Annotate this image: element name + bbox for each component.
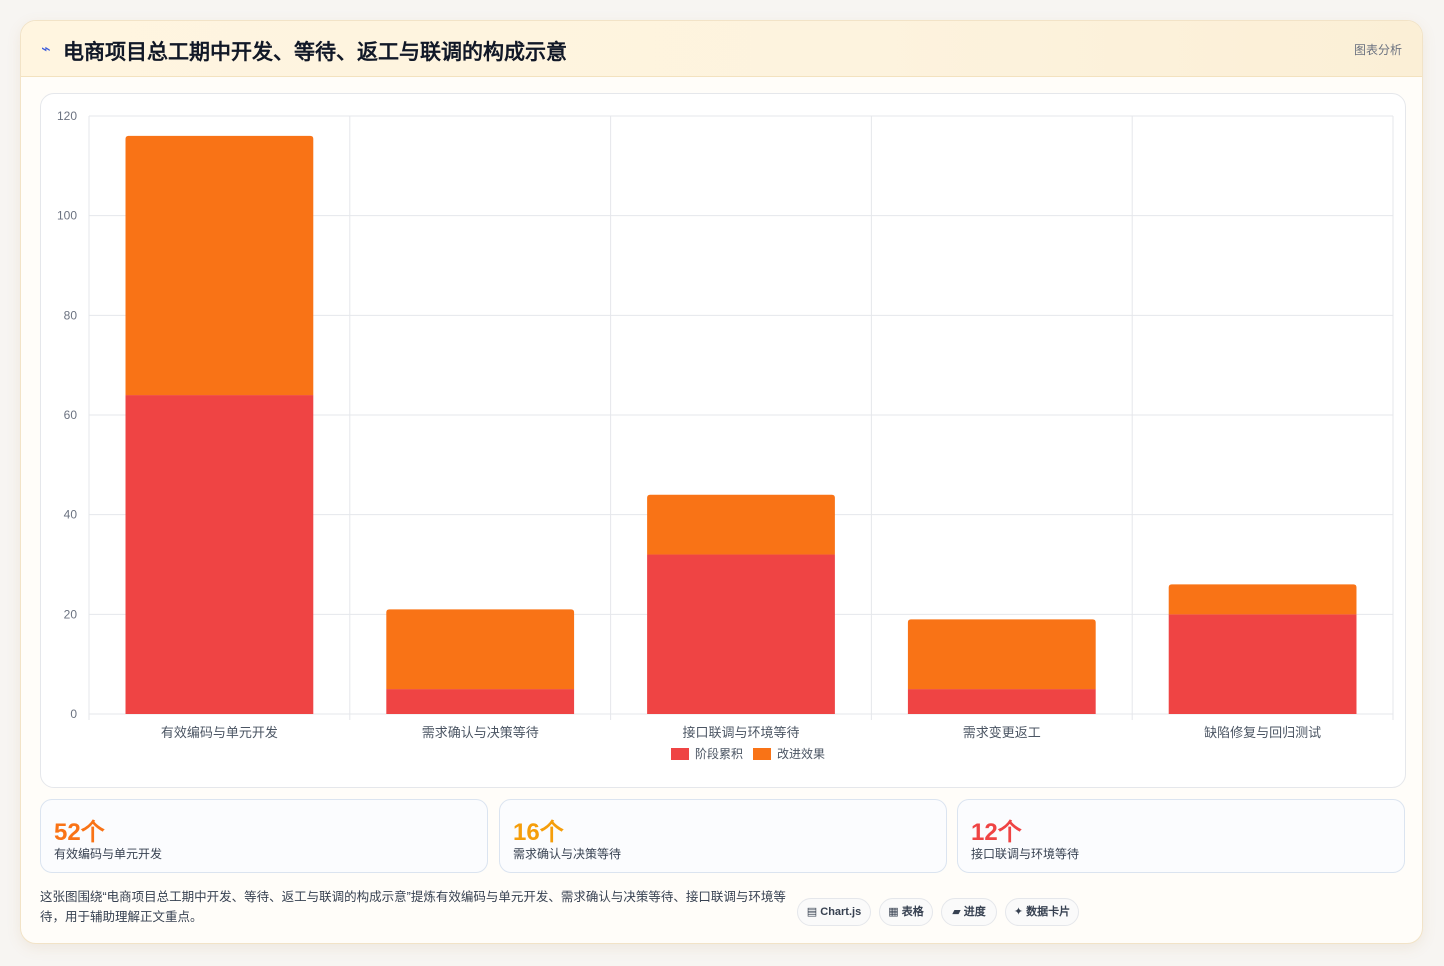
table-icon: ▦ bbox=[888, 906, 899, 918]
stat-label-1: 有效编码与单元开发 bbox=[54, 847, 163, 861]
chart-icon: ▤ bbox=[806, 906, 818, 918]
bar-segment bbox=[125, 135, 314, 396]
x-tick-label: 缺陷修复与回归测试 bbox=[1204, 725, 1321, 740]
y-tick-label: 0 bbox=[70, 707, 77, 721]
legend-swatch bbox=[671, 748, 689, 760]
stat-card-3: 12个 接口联调与环境等待 bbox=[957, 799, 1405, 873]
chart-analysis-link[interactable]: 图表分析 bbox=[1353, 43, 1402, 57]
chip-data-card[interactable]: ✦ 数据卡片 bbox=[1005, 898, 1079, 926]
sparkle-icon: ✦ bbox=[1013, 906, 1024, 918]
y-tick-label: 60 bbox=[64, 408, 78, 422]
y-tick-label: 100 bbox=[57, 209, 77, 223]
chip-progress[interactable]: ▰ 进度 bbox=[941, 898, 997, 926]
chart-container: 0 20 40 60 80 100 120 有效编码与单元开发 需求确认与决策等待 接口联调与环境… bbox=[40, 93, 1406, 788]
stat-value-1: 52个 bbox=[54, 819, 105, 846]
chip-chartjs[interactable]: ▤ Chart.js bbox=[797, 898, 871, 926]
x-tick-label: 有效编码与单元开发 bbox=[161, 725, 278, 740]
stat-value-2: 16个 bbox=[513, 819, 564, 846]
chip-table[interactable]: ▦ 表格 bbox=[879, 898, 933, 926]
bar-segment bbox=[647, 494, 835, 555]
bar-segment bbox=[1168, 614, 1357, 714]
chip-label: 数据卡片 bbox=[1026, 906, 1071, 918]
y-tick-label: 80 bbox=[64, 308, 78, 322]
chip-label: 进度 bbox=[963, 906, 986, 918]
chart-card: ⌁ 电商项目总工期中开发、等待、返工与联调的构成示意 图表分析 0 20 40 60 8… bbox=[20, 20, 1423, 944]
stat-label-2: 需求确认与决策等待 bbox=[513, 847, 622, 861]
chip-label: 表格 bbox=[901, 906, 924, 918]
bar-segment bbox=[386, 689, 575, 714]
x-tick-label: 需求变更返工 bbox=[963, 725, 1041, 740]
y-tick-label: 120 bbox=[57, 109, 77, 123]
bar-segment bbox=[907, 689, 1096, 714]
stacked-bar-chart: 0 20 40 60 80 100 120 有效编码与单元开发 需求确认与决策等待 接口联调与环境… bbox=[57, 109, 1394, 761]
chart-icon: ⌁ bbox=[41, 41, 51, 58]
stat-card-1: 52个 有效编码与单元开发 bbox=[40, 799, 488, 873]
bar-segment bbox=[386, 609, 575, 690]
bar-segment bbox=[647, 554, 835, 714]
chip-label: Chart.js bbox=[820, 906, 862, 918]
legend-label: 改进效果 bbox=[777, 746, 825, 761]
bar-segment bbox=[125, 395, 314, 714]
stat-value-3: 12个 bbox=[971, 819, 1022, 846]
legend-swatch bbox=[753, 748, 771, 760]
stat-label-3: 接口联调与环境等待 bbox=[971, 847, 1080, 861]
x-tick-label: 接口联调与环境等待 bbox=[682, 725, 799, 740]
card-header: ⌁ 电商项目总工期中开发、等待、返工与联调的构成示意 图表分析 bbox=[21, 21, 1422, 77]
progress-icon: ▰ bbox=[952, 906, 961, 918]
x-tick-label: 需求确认与决策等待 bbox=[422, 725, 539, 740]
bar-segment bbox=[1168, 584, 1357, 615]
page-title: 电商项目总工期中开发、等待、返工与联调的构成示意 bbox=[63, 41, 567, 64]
y-tick-label: 40 bbox=[64, 508, 78, 522]
legend-label: 阶段累积 bbox=[695, 746, 743, 761]
chart-description: 这张图围绕“电商项目总工期中开发、等待、返工与联调的构成示意”提炼有效编码与单元… bbox=[40, 890, 786, 924]
stat-card-2: 16个 需求确认与决策等待 bbox=[499, 799, 947, 873]
y-tick-label: 20 bbox=[64, 607, 78, 621]
bar-segment bbox=[907, 619, 1096, 690]
